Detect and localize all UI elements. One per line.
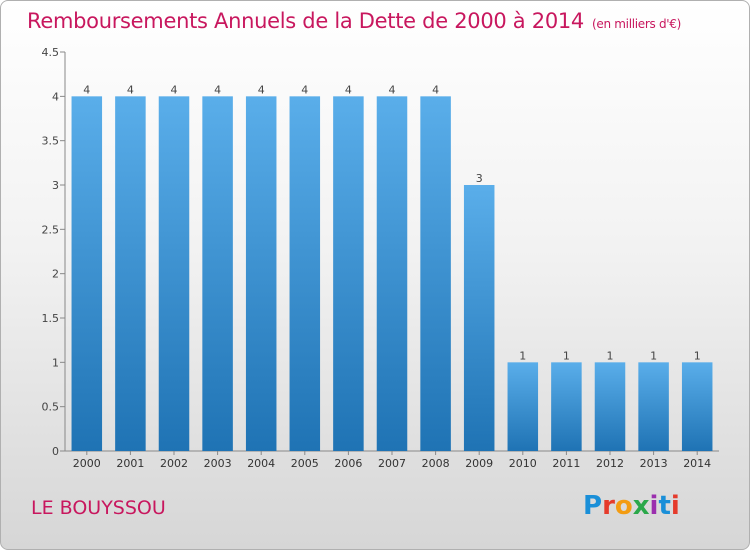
bar <box>71 96 103 451</box>
bar <box>638 362 669 451</box>
data-label: 1 <box>694 349 701 362</box>
logo-letter: x <box>632 491 650 521</box>
data-label: 4 <box>127 83 134 96</box>
bar <box>551 362 582 451</box>
x-tick-label: 2000 <box>73 457 101 470</box>
data-label: 4 <box>258 83 265 96</box>
chart-title-text: Remboursements Annuels de la Dette de 20… <box>27 9 584 33</box>
data-label: 3 <box>476 172 483 185</box>
data-label: 1 <box>607 349 614 362</box>
bar <box>594 362 626 451</box>
y-tick-label: 1.5 <box>42 312 60 325</box>
data-label: 4 <box>301 83 308 96</box>
data-label: 1 <box>650 349 657 362</box>
bar <box>681 362 713 451</box>
logo-letter: i <box>649 491 659 521</box>
x-tick-label: 2009 <box>465 457 493 470</box>
bar <box>289 96 321 451</box>
logo-letter: t <box>658 491 671 521</box>
commune-name: LE BOUYSSOU <box>31 497 166 519</box>
bar <box>507 362 539 451</box>
y-tick-label: 0.5 <box>42 401 60 414</box>
data-label: 4 <box>171 83 178 96</box>
data-label: 1 <box>563 349 570 362</box>
logo-letter: o <box>614 491 633 521</box>
y-tick-label: 2.5 <box>42 223 60 236</box>
x-tick-label: 2008 <box>422 457 450 470</box>
bar <box>115 96 146 451</box>
data-label: 1 <box>519 349 526 362</box>
data-label: 4 <box>214 83 221 96</box>
y-tick-label: 0 <box>52 445 59 458</box>
bar <box>158 96 190 451</box>
bar <box>333 96 364 451</box>
x-tick-label: 2011 <box>552 457 580 470</box>
bar <box>245 96 277 451</box>
x-tick-label: 2002 <box>160 457 188 470</box>
bar <box>376 96 408 451</box>
x-tick-label: 2001 <box>116 457 144 470</box>
y-tick-label: 4.5 <box>42 46 60 59</box>
y-tick-label: 4 <box>52 90 59 103</box>
bar <box>202 96 233 451</box>
x-tick-label: 2010 <box>509 457 537 470</box>
data-label: 4 <box>345 83 352 96</box>
y-tick-label: 2 <box>52 268 59 281</box>
bar <box>463 185 495 451</box>
y-tick-label: 3.5 <box>42 135 60 148</box>
x-tick-label: 2004 <box>247 457 275 470</box>
data-label: 4 <box>432 83 439 96</box>
y-tick-label: 1 <box>52 356 59 369</box>
x-tick-label: 2003 <box>204 457 232 470</box>
x-tick-label: 2013 <box>640 457 668 470</box>
chart-title: Remboursements Annuels de la Dette de 20… <box>27 9 681 33</box>
proxiti-logo: Proxiti <box>583 491 680 521</box>
data-label: 4 <box>83 83 90 96</box>
x-tick-label: 2005 <box>291 457 319 470</box>
x-tick-label: 2006 <box>334 457 362 470</box>
logo-letter: r <box>602 491 615 521</box>
data-label: 4 <box>389 83 396 96</box>
y-tick-label: 3 <box>52 179 59 192</box>
logo-letter: P <box>583 491 603 521</box>
x-tick-label: 2014 <box>683 457 711 470</box>
bar <box>420 96 451 451</box>
x-tick-label: 2007 <box>378 457 406 470</box>
x-tick-label: 2012 <box>596 457 624 470</box>
chart-unit: (en milliers d'€) <box>592 17 682 31</box>
logo-letter: i <box>670 491 680 521</box>
